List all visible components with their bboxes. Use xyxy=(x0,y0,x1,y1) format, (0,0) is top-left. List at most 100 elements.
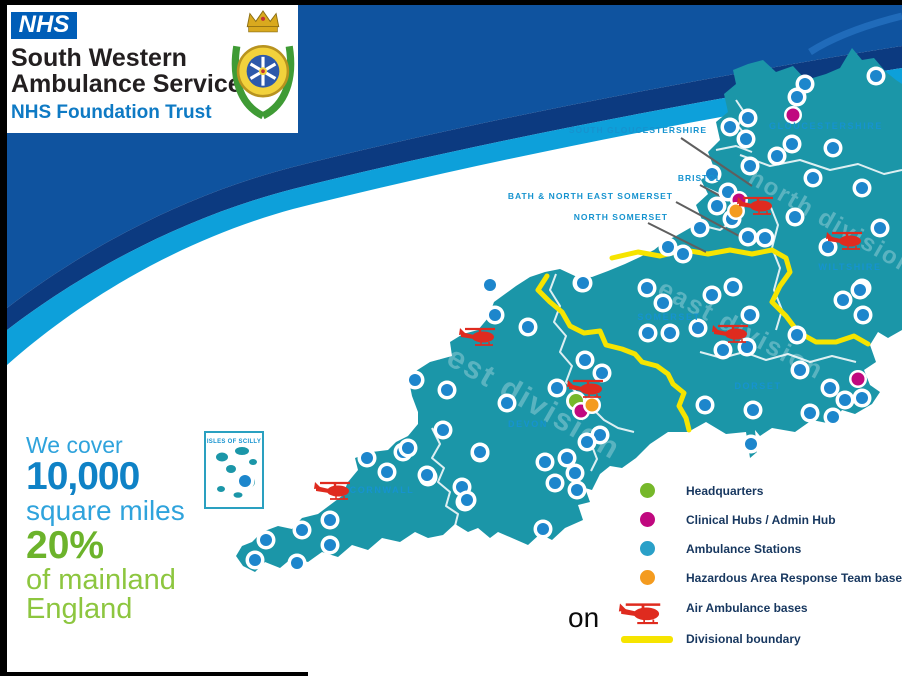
frame-top xyxy=(0,0,902,5)
ambulance-station-marker xyxy=(706,168,718,180)
isles-of-scilly-inset: ISLES OF SCILLY xyxy=(204,431,264,509)
legend-label: Clinical Hubs / Admin Hub xyxy=(686,512,836,527)
legend-icon xyxy=(618,512,676,527)
stats-area-unit: square miles xyxy=(26,495,185,527)
legend-dot-icon xyxy=(639,483,655,498)
ambulance-station-marker xyxy=(579,354,591,366)
ambulance-station-marker xyxy=(641,282,653,294)
legend-label: Hazardous Area Response Team bases xyxy=(686,570,902,585)
legend-label: Air Ambulance bases xyxy=(686,601,808,615)
ambulance-station-marker xyxy=(596,367,608,379)
ambulance-station-marker xyxy=(361,452,373,464)
ambulance-station-marker xyxy=(699,399,711,411)
swoosh-navy xyxy=(7,5,902,308)
ambulance-station-marker xyxy=(409,374,421,386)
ambulance-station-marker xyxy=(856,182,868,194)
legend-icon xyxy=(618,541,676,556)
ambulance-station-marker xyxy=(711,200,723,212)
legend-label: Headquarters xyxy=(686,483,764,498)
swoosh-accent-stripe xyxy=(808,12,902,55)
air-ambulance-base-marker xyxy=(459,327,495,346)
callout-pointer-line xyxy=(647,222,707,253)
ambulance-station-marker xyxy=(694,222,706,234)
ambulance-station-marker xyxy=(824,382,836,394)
ambulance-station-marker xyxy=(804,407,816,419)
callout-pointer-line xyxy=(675,201,742,238)
ambulance-station-marker xyxy=(827,142,839,154)
callout-pointer-line xyxy=(680,137,753,187)
legend-helicopter-icon xyxy=(618,603,661,625)
stats-percent: 20% xyxy=(26,523,105,567)
legend-icon xyxy=(618,483,676,498)
legend-dot-icon xyxy=(639,541,655,556)
ambulance-station-marker xyxy=(717,344,729,356)
ambulance-station-marker xyxy=(456,481,468,493)
ambulance-station-marker xyxy=(822,241,834,253)
ambulance-station-marker xyxy=(874,222,886,234)
callout-label: BATH & NORTH EAST SOMERSET xyxy=(508,191,673,201)
county-label: DORSET xyxy=(734,381,781,391)
ambulance-station-marker xyxy=(759,232,771,244)
legend-item: Headquarters xyxy=(618,483,763,498)
county-label: SOMERSET xyxy=(637,312,700,322)
air-ambulance-base-marker xyxy=(314,481,350,500)
ambulance-station-marker xyxy=(441,384,453,396)
ambulance-station-marker xyxy=(657,297,669,309)
legend-boundary-icon xyxy=(621,635,673,643)
county-label: CORNWALL xyxy=(350,485,415,495)
ambulance-station-marker xyxy=(854,284,866,296)
county-label: GLOUCESTERSHIRE xyxy=(769,121,883,131)
ambulance-station-marker xyxy=(474,446,486,458)
coverage-stats: We cover 10,000 square miles 20% of main… xyxy=(26,433,185,625)
frame-left xyxy=(0,0,7,676)
legend-dot-icon xyxy=(639,570,655,585)
legend-item: Clinical Hubs / Admin Hub xyxy=(618,512,836,527)
ambulance-service-crest-icon xyxy=(231,10,295,120)
org-name-line2: Ambulance Service xyxy=(11,70,242,98)
ambulance-station-marker xyxy=(571,484,583,496)
ambulance-station-marker xyxy=(249,554,261,566)
callout-label: BRISTOL xyxy=(678,173,722,183)
ambulance-station-marker xyxy=(794,364,806,376)
hart-base-marker xyxy=(585,398,599,412)
ambulance-station-marker xyxy=(402,442,414,454)
legend-icon xyxy=(618,635,676,643)
ambulance-station-marker xyxy=(870,70,882,82)
divisional-boundary xyxy=(535,273,692,433)
ambulance-station-marker xyxy=(551,382,563,394)
clinical-hub-marker xyxy=(851,372,865,386)
ambulance-station-marker xyxy=(677,248,689,260)
ambulance-station-marker xyxy=(484,279,496,291)
ambulance-station-marker xyxy=(722,186,734,198)
ambulance-station-marker xyxy=(856,392,868,404)
ambulance-station-marker xyxy=(744,309,756,321)
ambulance-station-marker xyxy=(807,172,819,184)
stats-area-value: 10,000 xyxy=(26,455,140,499)
ambulance-station-marker xyxy=(539,456,551,468)
ambulance-station-marker xyxy=(692,322,704,334)
ambulance-station-marker xyxy=(771,150,783,162)
ambulance-station-marker xyxy=(324,539,336,551)
ambulance-station-marker xyxy=(381,466,393,478)
ambulance-station-marker xyxy=(706,289,718,301)
legend-helicopter-glyph xyxy=(618,603,661,625)
legend-item: Hazardous Area Response Team bases xyxy=(618,570,902,585)
legend-label: Divisional boundary xyxy=(686,632,801,646)
ambulance-station-marker xyxy=(421,469,433,481)
ambulance-station-marker xyxy=(577,277,589,289)
ambulance-station-marker xyxy=(727,281,739,293)
ambulance-station-marker xyxy=(561,452,573,464)
legend-dot-icon xyxy=(639,512,655,527)
ambulance-station-marker xyxy=(747,404,759,416)
ambulance-station-marker xyxy=(581,436,593,448)
ambulance-station-marker xyxy=(260,534,272,546)
ambulance-station-marker xyxy=(291,557,303,569)
air-ambulance-base-marker xyxy=(567,379,603,398)
ambulance-station-marker xyxy=(789,211,801,223)
county-label: WILTSHIRE xyxy=(818,262,881,272)
ambulance-station-marker xyxy=(799,78,811,90)
ambulance-station-marker xyxy=(742,112,754,124)
ambulance-station-marker xyxy=(437,424,449,436)
